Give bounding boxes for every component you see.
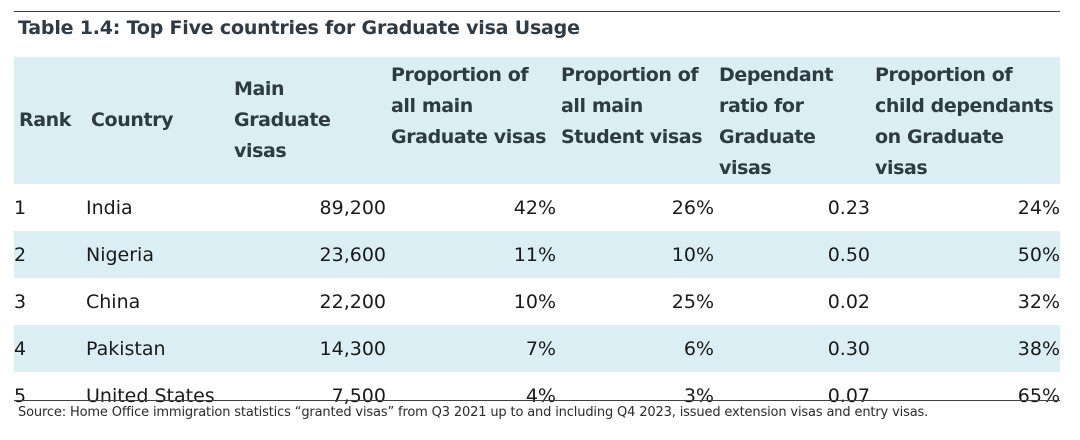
cell-rank: 1 — [14, 196, 27, 219]
cell-main-graduate-visas: 14,300 — [319, 337, 386, 360]
cell-rank: 4 — [14, 337, 27, 360]
table-row: 3 China 22,200 10% 25% 0.02 32% — [14, 278, 1060, 325]
cell-proportion-graduate: 11% — [513, 243, 556, 266]
cell-country: India — [86, 196, 133, 219]
bottom-rule — [14, 400, 1060, 401]
cell-main-graduate-visas: 22,200 — [319, 290, 386, 313]
header-dependant-ratio: Dependant ratio for Graduate visas — [719, 64, 834, 179]
table-row: 2 Nigeria 23,600 11% 10% 0.50 50% — [14, 231, 1060, 278]
cell-rank: 2 — [14, 243, 27, 266]
cell-proportion-child-dependants: 24% — [1017, 196, 1060, 219]
table-row: 4 Pakistan 14,300 7% 6% 0.30 38% — [14, 325, 1060, 372]
cell-proportion-child-dependants: 38% — [1017, 337, 1060, 360]
table-row: 5 United States 7,500 4% 3% 0.07 65% — [14, 372, 1060, 419]
cell-country: United States — [86, 384, 215, 407]
header-main-graduate-visas: Main Graduate visas — [234, 78, 331, 162]
cell-proportion-graduate: 4% — [525, 384, 556, 407]
data-table: Rank Country Main Graduate visas Proport… — [14, 57, 1060, 419]
header-row: Rank Country Main Graduate visas Proport… — [14, 57, 1060, 184]
cell-dependant-ratio: 0.02 — [827, 290, 870, 313]
header-country: Country — [91, 109, 174, 131]
cell-rank: 5 — [14, 384, 27, 407]
cell-proportion-student: 10% — [671, 243, 714, 266]
cell-dependant-ratio: 0.50 — [827, 243, 870, 266]
cell-country: Pakistan — [86, 337, 166, 360]
cell-country: China — [86, 290, 141, 313]
cell-main-graduate-visas: 7,500 — [331, 384, 386, 407]
header-rank: Rank — [19, 109, 72, 131]
source-note: Source: Home Office immigration statisti… — [18, 405, 929, 420]
cell-dependant-ratio: 0.23 — [827, 196, 870, 219]
cell-rank: 3 — [14, 290, 27, 313]
cell-main-graduate-visas: 23,600 — [319, 243, 386, 266]
cell-proportion-student: 3% — [683, 384, 714, 407]
cell-proportion-student: 26% — [671, 196, 714, 219]
cell-proportion-student: 6% — [683, 337, 714, 360]
cell-proportion-graduate: 42% — [513, 196, 556, 219]
cell-proportion-child-dependants: 50% — [1017, 243, 1060, 266]
cell-dependant-ratio: 0.07 — [827, 384, 870, 407]
cell-main-graduate-visas: 89,200 — [319, 196, 386, 219]
cell-proportion-child-dependants: 32% — [1017, 290, 1060, 313]
table-caption: Table 1.4: Top Five countries for Gradua… — [18, 17, 580, 39]
top-rule — [14, 11, 1060, 12]
cell-dependant-ratio: 0.30 — [827, 337, 870, 360]
cell-proportion-student: 25% — [671, 290, 714, 313]
header-proportion-graduate: Proportion of all main Graduate visas — [391, 64, 547, 148]
table-row: 1 India 89,200 42% 26% 0.23 24% — [14, 184, 1060, 231]
cell-proportion-graduate: 7% — [525, 337, 556, 360]
header-proportion-student: Proportion of all main Student visas — [561, 64, 703, 148]
cell-country: Nigeria — [86, 243, 154, 266]
cell-proportion-child-dependants: 65% — [1017, 384, 1060, 407]
cell-proportion-graduate: 10% — [513, 290, 556, 313]
header-proportion-child-dependants: Proportion of child dependants on Gradua… — [875, 64, 1054, 179]
